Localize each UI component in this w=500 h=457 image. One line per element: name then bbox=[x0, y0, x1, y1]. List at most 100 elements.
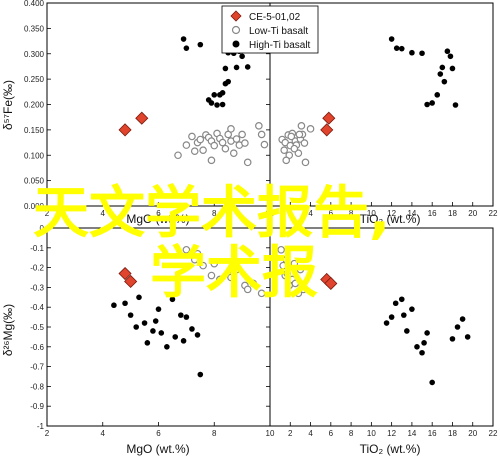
panel-2-series-2-point-0 bbox=[111, 302, 117, 309]
panel-3-series-1-point-1 bbox=[279, 261, 287, 270]
panel-0-ytick-label-7: 0.350 bbox=[24, 24, 45, 33]
panel-2-series-2-point-17 bbox=[133, 324, 139, 330]
panel-0-series-1-point-4 bbox=[196, 135, 205, 144]
panel-1-series-2-point-6 bbox=[434, 92, 441, 98]
panel-0-series-1-point-12 bbox=[218, 138, 227, 147]
panel-0-ytick-label-8: 0.400 bbox=[24, 0, 45, 8]
panel-0-series-2-point-17 bbox=[219, 90, 226, 96]
panel-1-series-2-point-8 bbox=[444, 48, 451, 55]
panel-3-series-1-point-7 bbox=[294, 289, 303, 298]
panel-2-series-2-point-8 bbox=[158, 330, 165, 336]
panel-3-series-1-point-9 bbox=[299, 285, 308, 294]
panel-0-series-0-point-1 bbox=[135, 111, 149, 125]
panel-1-xtick-label-10: 20 bbox=[468, 209, 477, 218]
panel-2-series-0-point-1 bbox=[124, 274, 138, 289]
panel-0-xtick-label-3: 8 bbox=[212, 209, 217, 218]
panel-2-series-1-point-13 bbox=[243, 285, 252, 294]
legend-high-ti-marker bbox=[232, 40, 240, 48]
panel-3-series-0-point-1 bbox=[324, 276, 338, 291]
panel-1-series-2-point-10 bbox=[449, 65, 456, 72]
panel-2-series-2-point-16 bbox=[197, 371, 204, 378]
panel-2-series-1-point-0 bbox=[182, 245, 191, 254]
panel-2-xtick-label-2: 6 bbox=[156, 429, 161, 438]
panel-1-series-1-point-17 bbox=[300, 139, 309, 147]
panel-0-xtick-label-1: 4 bbox=[101, 209, 106, 218]
panel-1-series-1-point-9 bbox=[301, 158, 310, 167]
legend: CE-5-01,02 Low-Ti basalt High-Ti basalt bbox=[221, 5, 319, 54]
panel-1-series-1-point-19 bbox=[282, 156, 291, 165]
panel-3-series-2-point-15 bbox=[421, 340, 427, 346]
panel-1-xtick-label-11: 22 bbox=[489, 209, 498, 218]
panel-1-series-1-point-13 bbox=[297, 122, 306, 130]
panel-1-xtick-label-4: 8 bbox=[349, 209, 354, 218]
panel-3-xtick-label-6: 12 bbox=[387, 429, 396, 438]
y-axis-label-fe: δ⁵⁷Fe(‰) bbox=[1, 80, 15, 130]
panel-3-series-2-point-2 bbox=[392, 300, 399, 307]
panel-3-xtick-label-3: 6 bbox=[329, 429, 334, 438]
panel-0-series-1-point-22 bbox=[255, 122, 263, 130]
panel-2-series-1-point-11 bbox=[210, 259, 219, 268]
panel-3-series-2-point-13 bbox=[464, 334, 471, 340]
panel-0-xtick-label-2: 6 bbox=[156, 209, 161, 218]
panel-3-xtick-label-11: 22 bbox=[489, 429, 498, 438]
panel-3-series-2-point-14 bbox=[401, 312, 407, 318]
panel-1-xtick-label-6: 12 bbox=[387, 209, 396, 218]
panel-1-series-2-point-3 bbox=[409, 49, 415, 56]
panel-0-ytick-label-2: 0.100 bbox=[24, 151, 45, 160]
panel-1-series-2-point-9 bbox=[447, 53, 454, 60]
panel-3-series-2-point-3 bbox=[398, 296, 405, 303]
panel-2-ytick-label-8: -0.8 bbox=[30, 382, 44, 391]
panel-0-series-2-point-16 bbox=[244, 64, 251, 70]
panel-3-series-2-point-0 bbox=[383, 320, 390, 326]
panel-0-ytick-label-5: 0.250 bbox=[24, 75, 45, 84]
panel-1-series-2-point-1 bbox=[393, 45, 400, 51]
panel-3-series-2-point-11 bbox=[454, 324, 461, 330]
x-axis-label-bottom-right: TiO₂ (wt.%) bbox=[360, 442, 421, 456]
panel-0-series-1-point-26 bbox=[227, 125, 235, 133]
tick-layer: 2 4 6 8 10 0.000 0.050 0.100 0.150 0.200 0.250 0.30… bbox=[24, 0, 498, 438]
panel-0-series-1-point-24 bbox=[190, 147, 199, 155]
panel-3-series-2-point-10 bbox=[449, 336, 456, 342]
panel-0-series-1-point-9 bbox=[210, 141, 219, 150]
panel-1-series-1-point-10 bbox=[280, 146, 288, 154]
panel-0-series-2-point-4 bbox=[214, 102, 220, 108]
panel-3-xtick-label-8: 16 bbox=[428, 429, 437, 438]
panel-2-series-2-point-3 bbox=[136, 294, 142, 301]
panel-2-series-2-point-4 bbox=[141, 320, 148, 326]
panel-1-xtick-label-7: 14 bbox=[407, 209, 416, 218]
watermark-line-2: 学术报 bbox=[150, 241, 318, 306]
panel-3-series-1-point-8 bbox=[296, 265, 305, 274]
panel-0-series-0-point-0 bbox=[118, 123, 132, 137]
legend-low-ti-label: Low-Ti basalt bbox=[249, 26, 308, 37]
panel-3-series-1-point-3 bbox=[283, 269, 292, 278]
panel-2-ytick-label-7: -0.7 bbox=[30, 363, 44, 372]
panel-2-series-1-point-12 bbox=[227, 273, 235, 282]
x-axis-label-top-right: TiO₂ (wt.%) bbox=[360, 212, 421, 226]
panel-2-series-1-point-6 bbox=[232, 265, 241, 274]
panel-0-series-2-point-15 bbox=[239, 53, 245, 60]
panel-2-series-1-point-3 bbox=[207, 271, 216, 280]
panel-2-series-2-point-7 bbox=[155, 306, 162, 312]
panel-1-series-1-point-16 bbox=[295, 130, 304, 139]
panel-1-series-2-point-11 bbox=[452, 102, 459, 108]
x-axis-label-bottom-left: MgO (wt.%) bbox=[126, 442, 189, 456]
panel-2-xtick-label-3: 8 bbox=[212, 429, 217, 438]
panel-0-series-2-point-1 bbox=[183, 45, 190, 51]
panel-2-series-2-point-18 bbox=[152, 318, 159, 324]
panel-1-xtick-label-3: 6 bbox=[329, 209, 334, 218]
panel-2-series-1-point-1 bbox=[190, 255, 199, 264]
legend-ce5-label: CE-5-01,02 bbox=[249, 12, 301, 23]
panel-3-series-2-point-9 bbox=[429, 379, 435, 386]
panel-1-series-1-point-18 bbox=[306, 125, 315, 133]
panel-0-series-1-point-21 bbox=[243, 158, 252, 167]
legend-ce5-marker bbox=[230, 10, 242, 22]
panel-0-series-1-point-0 bbox=[174, 151, 182, 160]
panel-2-series-2-point-11 bbox=[172, 334, 179, 340]
panel-3-xtick-label-5: 10 bbox=[367, 429, 376, 438]
panel-1-series-2-point-13 bbox=[437, 71, 444, 77]
panel-1-series-2-point-5 bbox=[429, 100, 435, 106]
panel-0-series-1-point-20 bbox=[241, 139, 249, 147]
panel-0-series-2-point-12 bbox=[211, 92, 218, 98]
panel-0-series-1-point-17 bbox=[232, 135, 241, 143]
panel-1-series-2-point-4 bbox=[424, 101, 430, 108]
